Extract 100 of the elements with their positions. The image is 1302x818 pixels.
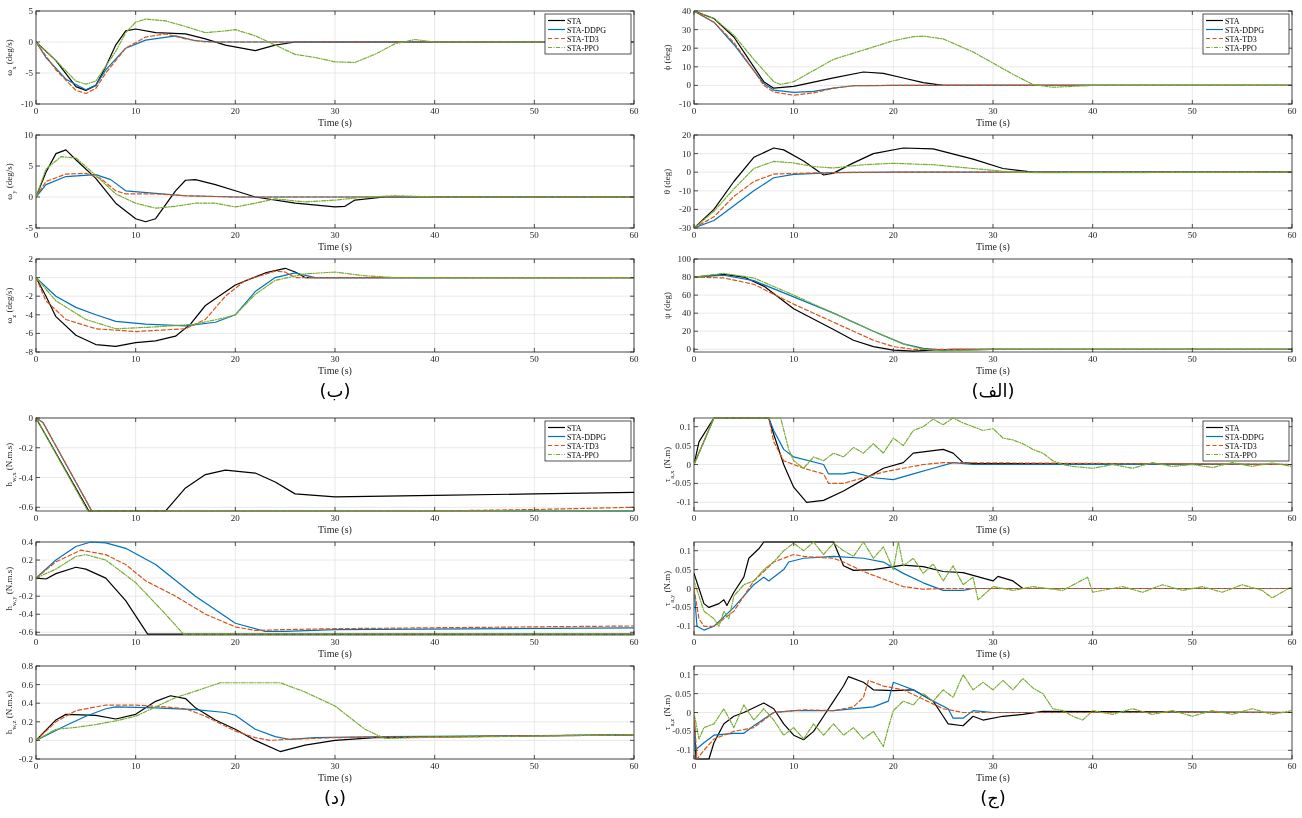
- x-axis-title: Time (s): [318, 241, 352, 253]
- y-tick-label: 0: [686, 344, 692, 355]
- y-tick-label: 0.4: [21, 698, 34, 709]
- legend-label: STA-DDPG: [567, 432, 607, 442]
- legend-label: STA-TD3: [1225, 441, 1257, 451]
- legend-label: STA: [567, 423, 582, 433]
- x-tick-label: 10: [789, 354, 799, 364]
- y-tick-label: 0: [686, 707, 692, 718]
- y-tick-label: 0.1: [679, 669, 691, 680]
- y-tick-label: 10: [24, 130, 34, 140]
- x-tick-label: 40: [1088, 761, 1098, 771]
- x-tick-label: 10: [789, 513, 799, 523]
- x-tick-label: 60: [629, 106, 639, 116]
- x-tick-label: 20: [230, 230, 241, 240]
- y-tick-label: -4: [25, 309, 34, 320]
- y-tick-label: 20: [682, 326, 692, 337]
- legend-label: STA-PPO: [1225, 43, 1258, 53]
- x-tick-label: 50: [1187, 230, 1198, 240]
- y-tick-label: 0.05: [675, 564, 692, 575]
- text: (ج): [980, 787, 1006, 809]
- y-tick-label: 0.2: [21, 555, 33, 566]
- x-tick-label: 30: [988, 637, 998, 647]
- x-axis-title: Time (s): [976, 524, 1010, 536]
- legend-label: STA-DDPG: [1225, 25, 1265, 35]
- x-tick-label: 20: [888, 106, 899, 116]
- x-tick-label: 30: [988, 513, 998, 523]
- x-tick-label: 20: [888, 761, 899, 771]
- x-tick-label: 50: [529, 106, 540, 116]
- y-tick-label: -0.6: [18, 627, 34, 638]
- x-tick-label: 60: [629, 761, 639, 771]
- y-tick-label: -5: [25, 223, 34, 233]
- y-axis-title: θ (deg): [662, 168, 672, 195]
- y-tick-label: 30: [682, 24, 692, 35]
- legend-label: STA-PPO: [1225, 450, 1258, 460]
- legend-label: STA: [1225, 423, 1240, 433]
- x-tick-label: 40: [430, 354, 440, 364]
- x-tick-label: 50: [1187, 106, 1198, 116]
- y-tick-label: -0.05: [672, 726, 692, 737]
- x-tick-label: 60: [1287, 106, 1297, 116]
- x-tick-label: 50: [529, 230, 540, 240]
- x-tick-label: 30: [988, 354, 998, 364]
- x-tick-label: 60: [1287, 637, 1297, 647]
- y-tick-label: 0.8: [21, 661, 34, 671]
- x-tick-label: 30: [330, 761, 340, 771]
- x-tick-label: 20: [888, 513, 899, 523]
- x-tick-label: 20: [230, 106, 241, 116]
- x-tick-label: 30: [330, 230, 340, 240]
- y-tick-label: -2: [25, 291, 33, 302]
- y-tick-label: 40: [682, 6, 692, 16]
- legend-label: STA-TD3: [1225, 34, 1257, 44]
- x-axis-title: Time (s): [318, 365, 352, 377]
- x-tick-label: 60: [1287, 354, 1297, 364]
- y-tick-label: 60: [682, 290, 692, 301]
- x-tick-label: 10: [131, 106, 141, 116]
- x-tick-label: 50: [1187, 761, 1198, 771]
- y-tick-label: 20: [682, 130, 692, 140]
- x-tick-label: 40: [1088, 106, 1098, 116]
- x-axis-title: Time (s): [976, 365, 1010, 377]
- y-tick-label: 20: [682, 43, 692, 54]
- y-tick-label: -0.1: [676, 497, 691, 508]
- legend-label: STA-DDPG: [1225, 432, 1265, 442]
- y-tick-label: -8: [25, 347, 34, 357]
- y-tick-label: 0.6: [21, 679, 34, 690]
- x-tick-label: 10: [789, 230, 799, 240]
- y-tick-label: 10: [682, 61, 692, 72]
- x-tick-label: 60: [629, 230, 639, 240]
- y-tick-label: -0.4: [18, 472, 34, 483]
- x-tick-label: 20: [230, 354, 241, 364]
- x-tick-label: 50: [1187, 637, 1198, 647]
- x-tick-label: 10: [131, 230, 141, 240]
- x-tick-label: 50: [529, 761, 540, 771]
- legend-label: STA-TD3: [567, 34, 599, 44]
- legend-label: STA-DDPG: [567, 25, 607, 35]
- text: (ب): [319, 380, 351, 401]
- x-tick-label: 30: [330, 106, 340, 116]
- x-tick-label: 20: [230, 637, 241, 647]
- y-tick-label: -0.1: [676, 745, 691, 756]
- y-tick-label: 0.2: [21, 716, 33, 727]
- x-tick-label: 60: [629, 637, 639, 647]
- y-tick-label: -10: [679, 99, 692, 109]
- x-tick-label: 50: [529, 354, 540, 364]
- y-axis-title: ϕ (deg): [662, 44, 672, 71]
- y-tick-label: -10: [679, 185, 692, 196]
- y-tick-label: 0: [28, 735, 34, 746]
- y-tick-label: -30: [679, 223, 692, 233]
- y-tick-label: 0.1: [679, 421, 691, 432]
- y-tick-label: 100: [677, 254, 692, 264]
- x-axis-title: Time (s): [976, 772, 1010, 784]
- y-tick-label: 5: [28, 161, 34, 171]
- y-tick-label: 40: [682, 308, 692, 319]
- x-tick-label: 40: [430, 230, 440, 240]
- x-tick-label: 10: [131, 354, 141, 364]
- x-tick-label: 10: [789, 637, 799, 647]
- legend-label: STA: [1225, 16, 1240, 26]
- y-tick-label: 0: [28, 37, 34, 47]
- y-tick-label: 0: [28, 413, 34, 423]
- x-tick-label: 30: [330, 513, 340, 523]
- y-tick-label: -0.4: [18, 609, 34, 620]
- x-tick-label: 30: [988, 106, 998, 116]
- x-tick-label: 40: [430, 106, 440, 116]
